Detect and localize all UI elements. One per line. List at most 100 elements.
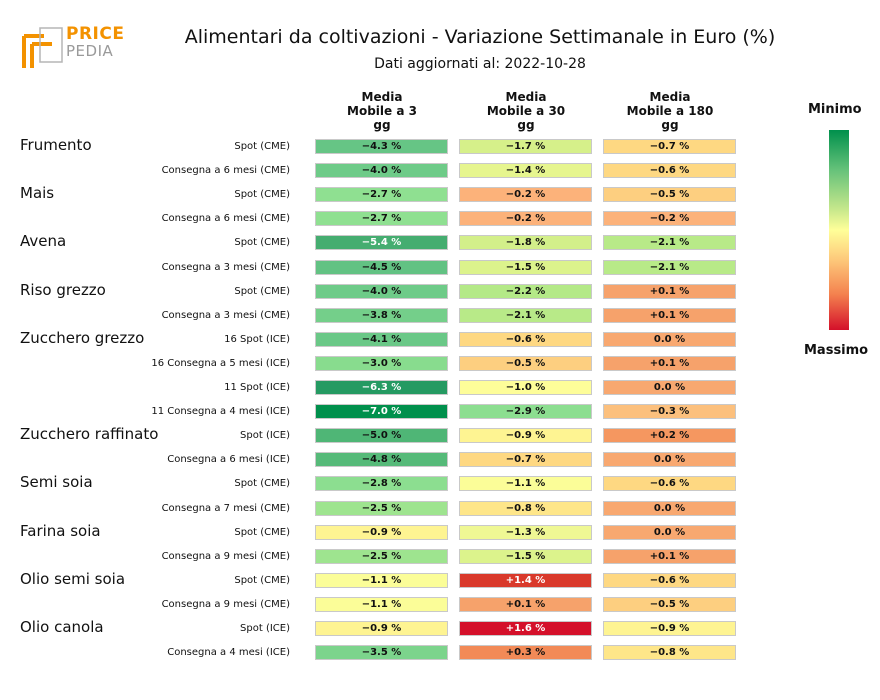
heatmap-cell: −0.6 % [459,331,592,347]
commodity-label: Mais [20,184,55,203]
row-label: Spot (CME) [234,141,290,152]
column-header-line: gg [661,118,679,132]
heatmap-cell: −2.9 % [459,404,592,420]
heatmap-cell: −2.8 % [315,476,448,492]
heatmap-cell: 0.0 % [603,380,736,395]
heatmap-cell: +0.3 % [459,645,592,661]
column-header-ma180: Media Mobile a 180 gg [602,90,738,132]
row-label: 16 Spot (ICE) [224,333,290,345]
row-label: 11 Spot (ICE) [224,382,290,393]
row-label: Spot (CME) [234,478,290,490]
commodity-label: Frumento [20,136,92,154]
heatmap-cell: −0.9 % [459,428,592,444]
heatmap-cell: +0.2 % [603,428,736,444]
row-label: 11 Consegna a 4 mesi (ICE) [151,406,290,418]
row-label: Spot (CME) [234,574,290,586]
heatmap-cell: −4.5 % [315,259,448,275]
row-label: 16 Consegna a 5 mesi (ICE) [151,357,290,369]
heatmap-cell: −2.1 % [603,235,736,251]
row-label: Consegna a 4 mesi (ICE) [167,647,290,659]
legend-colorbar [829,130,849,330]
heatmap-cell: −0.5 % [603,596,736,612]
column-header-line: Media [505,90,547,104]
commodity-label: Avena [20,232,67,251]
heatmap-cell: −0.7 % [459,452,592,468]
row-label: Consegna a 7 mesi (CME) [161,502,290,514]
heatmap-cell: −0.6 % [603,476,736,492]
heatmap-cell: −0.7 % [603,139,736,154]
heatmap-cell: −1.5 % [459,548,592,564]
heatmap-cell: −0.5 % [603,187,736,203]
row-label: Spot (CME) [234,237,290,249]
heatmap-cell: −0.9 % [603,621,736,636]
heatmap-cell: −1.0 % [459,380,592,395]
column-header-line: gg [373,118,391,132]
heatmap-cell: 0.0 % [603,452,736,468]
heatmap-cell: −3.8 % [315,307,448,323]
heatmap-cell: 0.0 % [603,500,736,516]
chart-title: Alimentari da coltivazioni - Variazione … [184,26,776,48]
heatmap-cell: 0.0 % [603,524,736,540]
commodity-label: Zucchero grezzo [20,328,145,347]
commodity-label: Farina soia [20,521,101,540]
legend-min-label: Minimo [808,102,862,117]
commodity-label: Semi soia [20,473,93,492]
heatmap-cell: 0.0 % [603,331,736,347]
heatmap-cell: −7.0 % [315,404,448,420]
heatmap-cell: +0.1 % [603,548,736,564]
heatmap-cell: −0.3 % [603,404,736,420]
heatmap-cell: −1.4 % [459,163,592,179]
row-label: Consegna a 6 mesi (ICE) [167,454,290,466]
heatmap-cell: −1.1 % [315,572,448,588]
pricepedia-logo: PRICE PEDIA [18,22,128,74]
row-label: Consegna a 9 mesi (CME) [161,598,290,610]
column-header-line: Mobile a 3 [347,104,417,118]
heatmap-cell: −6.3 % [315,380,448,395]
commodity-label: Olio canola [20,618,104,636]
heatmap-cell: −1.8 % [459,235,592,251]
heatmap-cell: +0.1 % [603,307,736,323]
heatmap-cell: −3.0 % [315,355,448,371]
legend-max-label: Massimo [804,343,869,358]
heatmap-cell: −2.7 % [315,187,448,203]
commodity-label: Riso grezzo [20,280,106,299]
logo-text-pedia: PEDIA [66,42,114,60]
row-label: Spot (ICE) [240,430,290,442]
logo-text-price: PRICE [66,24,125,44]
heatmap-cell: −2.1 % [603,259,736,275]
heatmap-cell: −5.0 % [315,428,448,444]
heatmap-cell: −0.2 % [603,211,736,227]
heatmap-cell: −2.1 % [459,307,592,323]
row-label: Consegna a 3 mesi (CME) [161,261,290,273]
heatmap-cell: +1.4 % [459,572,592,588]
heatmap-cell: −0.6 % [603,572,736,588]
heatmap-cell: −4.3 % [315,139,448,154]
column-header-ma3: Media Mobile a 3 gg [314,90,450,132]
heatmap-cell: −1.7 % [459,139,592,154]
heatmap-cell: −0.8 % [459,500,592,516]
heatmap-cell: −3.5 % [315,645,448,661]
commodity-label: Zucchero raffinato [20,425,159,444]
column-header-line: Media [361,90,403,104]
heatmap-cell: −0.2 % [459,211,592,227]
heatmap-cell: +0.1 % [603,283,736,299]
heatmap-cell: −0.9 % [315,621,448,636]
heatmap-cell: +0.1 % [603,355,736,371]
row-label: Spot (CME) [234,189,290,201]
column-header-line: Mobile a 30 [486,104,566,118]
column-header-line: gg [517,118,535,132]
heatmap-cell: −0.9 % [315,524,448,540]
row-label: Consegna a 6 mesi (CME) [161,165,290,177]
heatmap-cell: −2.5 % [315,500,448,516]
heatmap-cell: +1.6 % [459,621,592,636]
row-label: Spot (CME) [234,526,290,538]
row-label: Consegna a 3 mesi (CME) [161,309,290,321]
row-label: Consegna a 9 mesi (CME) [161,550,290,562]
heatmap-cell: −0.5 % [459,355,592,371]
heatmap-cell: −2.2 % [459,283,592,299]
chart-subtitle: Dati aggiornati al: 2022-10-28 [374,56,586,72]
logo-mark-icon [22,27,63,68]
heatmap-cell: −4.0 % [315,163,448,179]
heatmap-cell: −0.8 % [603,645,736,661]
column-header-line: Media [649,90,691,104]
